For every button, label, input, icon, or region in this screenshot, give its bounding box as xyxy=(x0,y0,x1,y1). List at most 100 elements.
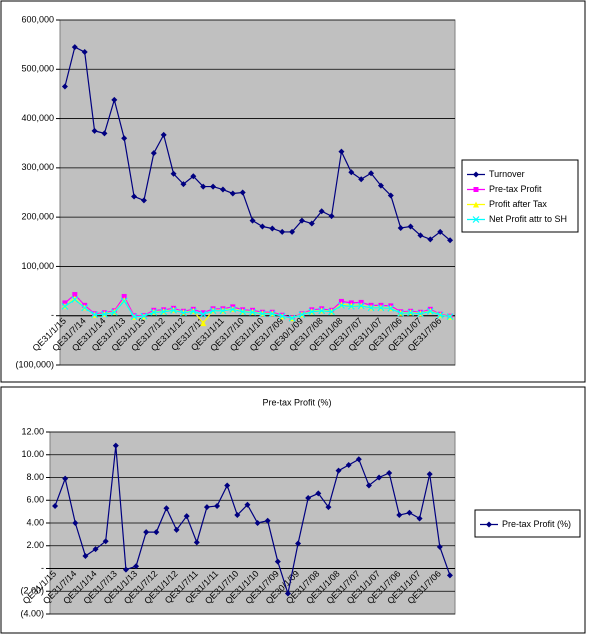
data-point xyxy=(71,296,79,303)
data-point xyxy=(368,170,375,177)
data-point xyxy=(365,482,372,489)
legend-marker xyxy=(473,187,479,192)
data-point xyxy=(91,311,98,319)
data-point xyxy=(112,442,119,449)
data-point xyxy=(249,217,256,224)
data-point xyxy=(239,189,246,196)
data-point xyxy=(61,83,68,90)
data-point xyxy=(121,296,128,303)
data-point xyxy=(219,186,226,193)
data-point xyxy=(416,515,423,522)
legend-marker xyxy=(473,171,479,178)
legend-label: Profit after Tax xyxy=(489,199,547,209)
data-point xyxy=(335,467,342,474)
data-point xyxy=(210,183,217,190)
y-tick-label: 10.00 xyxy=(21,449,44,459)
data-point xyxy=(111,96,118,103)
data-point xyxy=(345,461,352,468)
data-point xyxy=(163,505,170,512)
data-point xyxy=(200,320,207,327)
data-point xyxy=(160,308,168,316)
data-point xyxy=(101,130,108,137)
data-point xyxy=(295,540,302,547)
series-line xyxy=(64,293,451,319)
data-point xyxy=(274,558,281,565)
data-point xyxy=(355,456,362,463)
data-point xyxy=(367,304,375,312)
data-point xyxy=(417,232,424,239)
data-point xyxy=(288,314,296,322)
data-point xyxy=(298,311,306,319)
data-point xyxy=(264,517,271,524)
series-line xyxy=(64,298,451,319)
data-point xyxy=(358,176,365,183)
series-line xyxy=(54,445,451,596)
data-point xyxy=(347,302,355,310)
data-point xyxy=(183,513,190,520)
data-point xyxy=(446,313,454,321)
y-tick-label: 8.00 xyxy=(26,472,44,482)
data-point xyxy=(436,543,443,550)
data-point xyxy=(121,135,128,142)
data-point xyxy=(229,305,237,313)
data-point xyxy=(102,538,109,545)
data-point xyxy=(199,310,207,318)
data-point xyxy=(386,469,393,476)
data-point xyxy=(318,307,326,315)
legend xyxy=(474,509,581,538)
data-point xyxy=(200,183,207,190)
data-point xyxy=(328,308,335,316)
data-point xyxy=(338,148,345,155)
y-tick-label: (4.00) xyxy=(20,608,44,618)
data-point xyxy=(150,308,158,316)
data-point xyxy=(269,225,276,232)
data-point xyxy=(315,490,322,497)
y-tick-label: - xyxy=(41,563,44,573)
data-point xyxy=(153,529,160,536)
series-line xyxy=(64,46,451,241)
y-tick-label: 100,000 xyxy=(21,261,54,271)
legend-marker xyxy=(473,201,479,208)
legend-marker xyxy=(486,521,492,528)
y-tick-label: 2.00 xyxy=(26,540,44,550)
data-point xyxy=(427,236,434,243)
data-point xyxy=(189,307,197,315)
data-point xyxy=(214,502,221,509)
data-point xyxy=(387,192,394,199)
data-point xyxy=(121,293,127,299)
data-point xyxy=(259,223,266,230)
data-point xyxy=(397,309,405,317)
y-tick-label: 4.00 xyxy=(26,517,44,527)
y-tick-label: (2.00) xyxy=(20,586,44,596)
data-point xyxy=(417,310,424,318)
data-point xyxy=(284,590,291,597)
data-point xyxy=(52,502,59,509)
data-point xyxy=(298,217,305,224)
data-point xyxy=(447,237,454,244)
data-point xyxy=(133,563,140,570)
data-point xyxy=(244,501,251,508)
data-point xyxy=(426,471,433,478)
data-point xyxy=(407,223,414,230)
data-point xyxy=(289,228,296,235)
data-point xyxy=(120,297,128,305)
y-tick-label: 200,000 xyxy=(21,212,54,222)
data-point xyxy=(81,49,88,56)
data-point xyxy=(229,190,236,197)
y-tick-label: 600,000 xyxy=(21,14,54,24)
data-point xyxy=(72,292,78,298)
data-point xyxy=(160,131,167,138)
chart-title: Pre-tax Profit (%) xyxy=(262,397,331,407)
data-point xyxy=(348,169,355,176)
data-point xyxy=(203,504,210,511)
legend-label: Net Profit attr to SH xyxy=(489,214,567,224)
data-point xyxy=(396,512,403,519)
y-tick-label: 500,000 xyxy=(21,64,54,74)
data-point xyxy=(170,170,177,177)
legend-label: Turnover xyxy=(489,169,525,179)
legend-label: Pre-tax Profit xyxy=(489,184,542,194)
data-point xyxy=(131,193,138,200)
y-tick-label: 300,000 xyxy=(21,162,54,172)
